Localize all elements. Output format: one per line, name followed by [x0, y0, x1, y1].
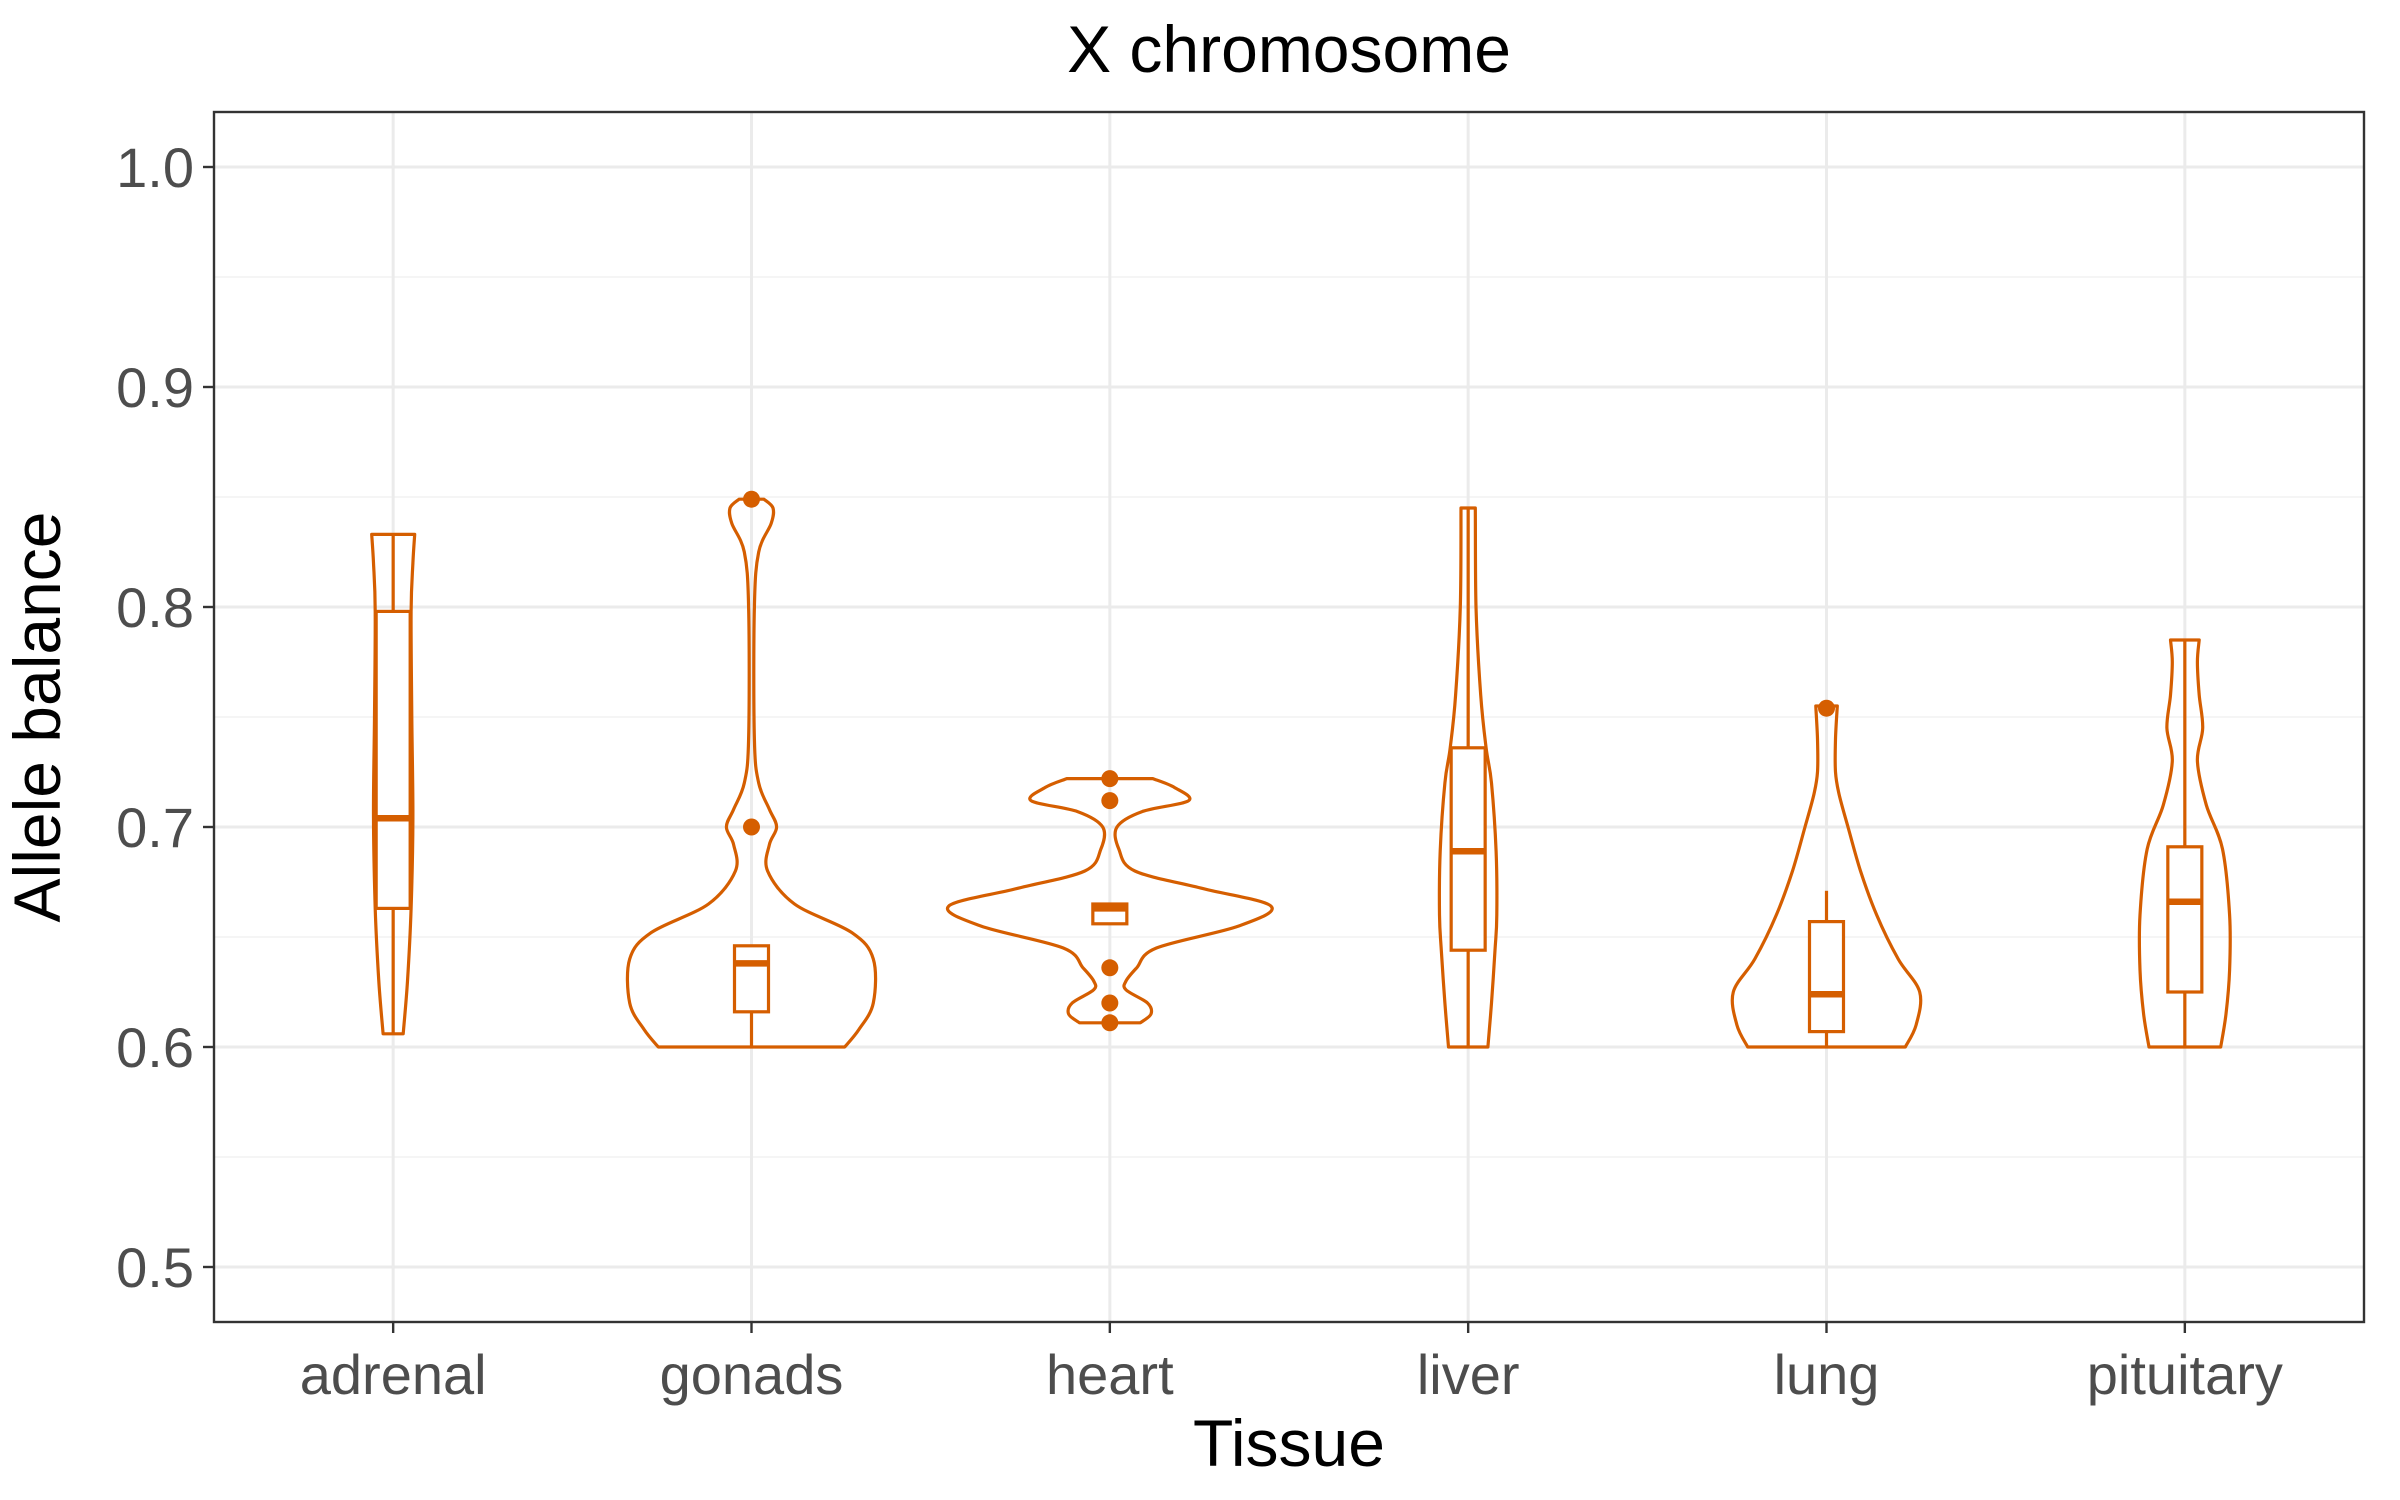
x-axis-title: Tissue	[1193, 1406, 1385, 1480]
x-tick-label: pituitary	[2087, 1343, 2283, 1406]
box	[2166, 845, 2204, 994]
violin-marks	[370, 490, 2232, 1049]
x-tick-label: heart	[1046, 1343, 1174, 1406]
panel-border	[212, 110, 2366, 1324]
x-tick-label: adrenal	[300, 1343, 487, 1406]
violin-group-heart	[945, 770, 1274, 1032]
violin-group-lung	[1730, 699, 1923, 1049]
y-tick-label: 0.5	[116, 1236, 194, 1299]
outlier-point	[743, 818, 760, 836]
outlier-point	[1101, 1014, 1119, 1032]
violin-group-liver	[1437, 506, 1499, 1049]
y-tick-label: 0.8	[116, 576, 194, 639]
outlier-point	[743, 490, 760, 508]
violin-group-adrenal	[370, 532, 417, 1036]
box	[374, 609, 412, 911]
y-tick-label: 0.7	[116, 796, 194, 859]
box	[1807, 919, 1846, 1034]
y-tick-label: 0.6	[116, 1016, 194, 1079]
y-tick-label: 0.9	[116, 356, 194, 419]
box	[732, 944, 771, 1014]
violin-group-gonads	[625, 490, 878, 1049]
y-tick-label: 1.0	[116, 136, 194, 199]
x-tick-label: lung	[1774, 1343, 1880, 1406]
outlier-point	[1101, 770, 1119, 788]
y-axis: 0.5 0.6 0.7 0.8 0.9 1.0	[116, 136, 214, 1299]
chart-title: X chromosome	[1067, 12, 1511, 86]
outlier-point	[1818, 699, 1835, 717]
violin-group-pituitary	[2137, 638, 2232, 1049]
x-axis: adrenal gonads heart liver lung pituitary	[300, 1322, 2283, 1406]
outlier-point	[1101, 792, 1119, 810]
outlier-point	[1101, 994, 1119, 1012]
outlier-point	[1101, 959, 1119, 977]
x-tick-label: gonads	[660, 1343, 844, 1406]
x-tick-label: liver	[1417, 1343, 1520, 1406]
y-axis-title: Allele balance	[0, 512, 74, 923]
